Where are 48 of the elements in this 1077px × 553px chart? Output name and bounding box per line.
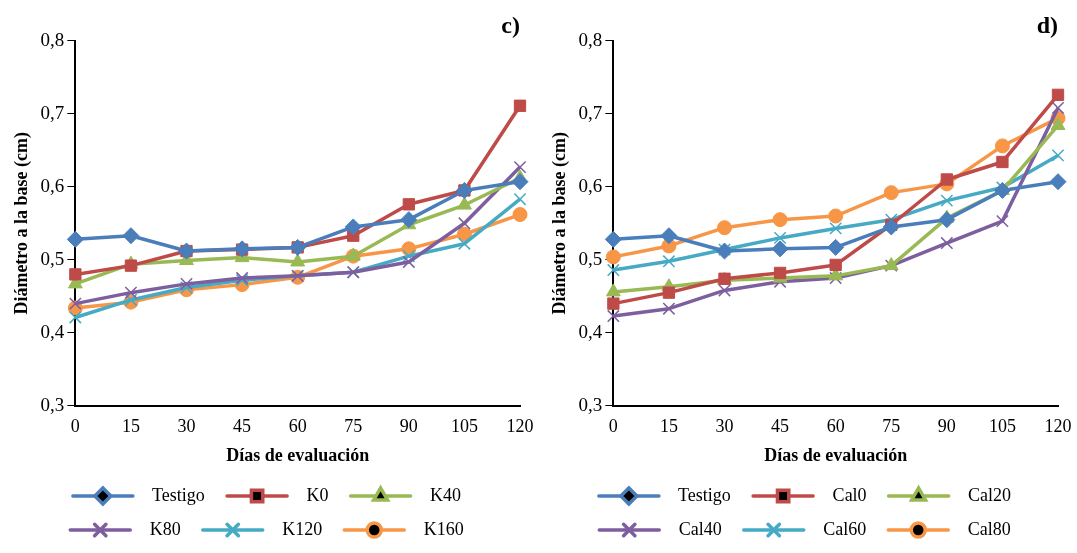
legend-label: Cal40 — [602, 518, 722, 539]
x-tick-label: 75 — [344, 416, 363, 437]
x-tick-label: 45 — [233, 416, 252, 437]
legend-label: K120 — [205, 518, 323, 539]
x-tick-label: 60 — [288, 416, 307, 437]
x-tick-label: 15 — [659, 416, 678, 437]
x-tick-label: 60 — [826, 416, 845, 437]
x-tick-label: 45 — [771, 416, 790, 437]
y-tick-label: 0,7 — [40, 101, 65, 123]
y-axis-title: Diámetro a la base (cm) — [549, 131, 571, 315]
y-tick-label: 0,5 — [40, 247, 65, 269]
x-tick-label: 0 — [608, 416, 618, 437]
x-tick-label: 105 — [988, 416, 1016, 437]
y-tick-label: 0,8 — [578, 28, 603, 50]
x-tick-label: 30 — [715, 416, 734, 437]
y-tick-label: 0,6 — [578, 174, 603, 196]
x-tick-label: 0 — [70, 416, 80, 437]
legend-label: Cal20 — [891, 484, 1012, 505]
chart-title: d) — [1036, 11, 1058, 38]
legend-label: K40 — [353, 484, 462, 505]
chart-title: c) — [501, 11, 520, 38]
y-tick-label: 0,8 — [40, 28, 65, 50]
legend-label: Cal80 — [891, 518, 1011, 539]
x-axis-title: Días de evaluación — [226, 444, 370, 465]
y-axis-title: Diámetro a la base (cm) — [11, 131, 33, 315]
legend-label: Testigo — [601, 484, 731, 505]
y-tick-label: 0,4 — [40, 320, 65, 342]
x-axis-title: Días de evaluación — [764, 444, 908, 465]
y-tick-label: 0,4 — [578, 320, 603, 342]
legend-label: Cal0 — [756, 484, 867, 505]
y-tick-label: 0,5 — [578, 247, 603, 269]
x-tick-label: 15 — [121, 416, 140, 437]
x-tick-label: 90 — [937, 416, 956, 437]
y-tick-label: 0,3 — [578, 393, 603, 415]
x-tick-label: 120 — [506, 416, 534, 437]
y-tick-label: 0,7 — [578, 101, 603, 123]
y-tick-label: 0,6 — [40, 174, 65, 196]
x-tick-label: 75 — [882, 416, 901, 437]
legend-label: K0 — [230, 484, 329, 505]
x-tick-label: 105 — [450, 416, 478, 437]
y-tick-label: 0,3 — [40, 393, 65, 415]
legend-label: Cal60 — [746, 518, 867, 539]
legend-label: K160 — [347, 518, 464, 539]
x-tick-label: 30 — [177, 416, 196, 437]
legend-label: Testigo — [75, 484, 205, 505]
x-tick-label: 90 — [399, 416, 418, 437]
legend-label: K80 — [73, 518, 181, 539]
x-tick-label: 120 — [1044, 416, 1072, 437]
